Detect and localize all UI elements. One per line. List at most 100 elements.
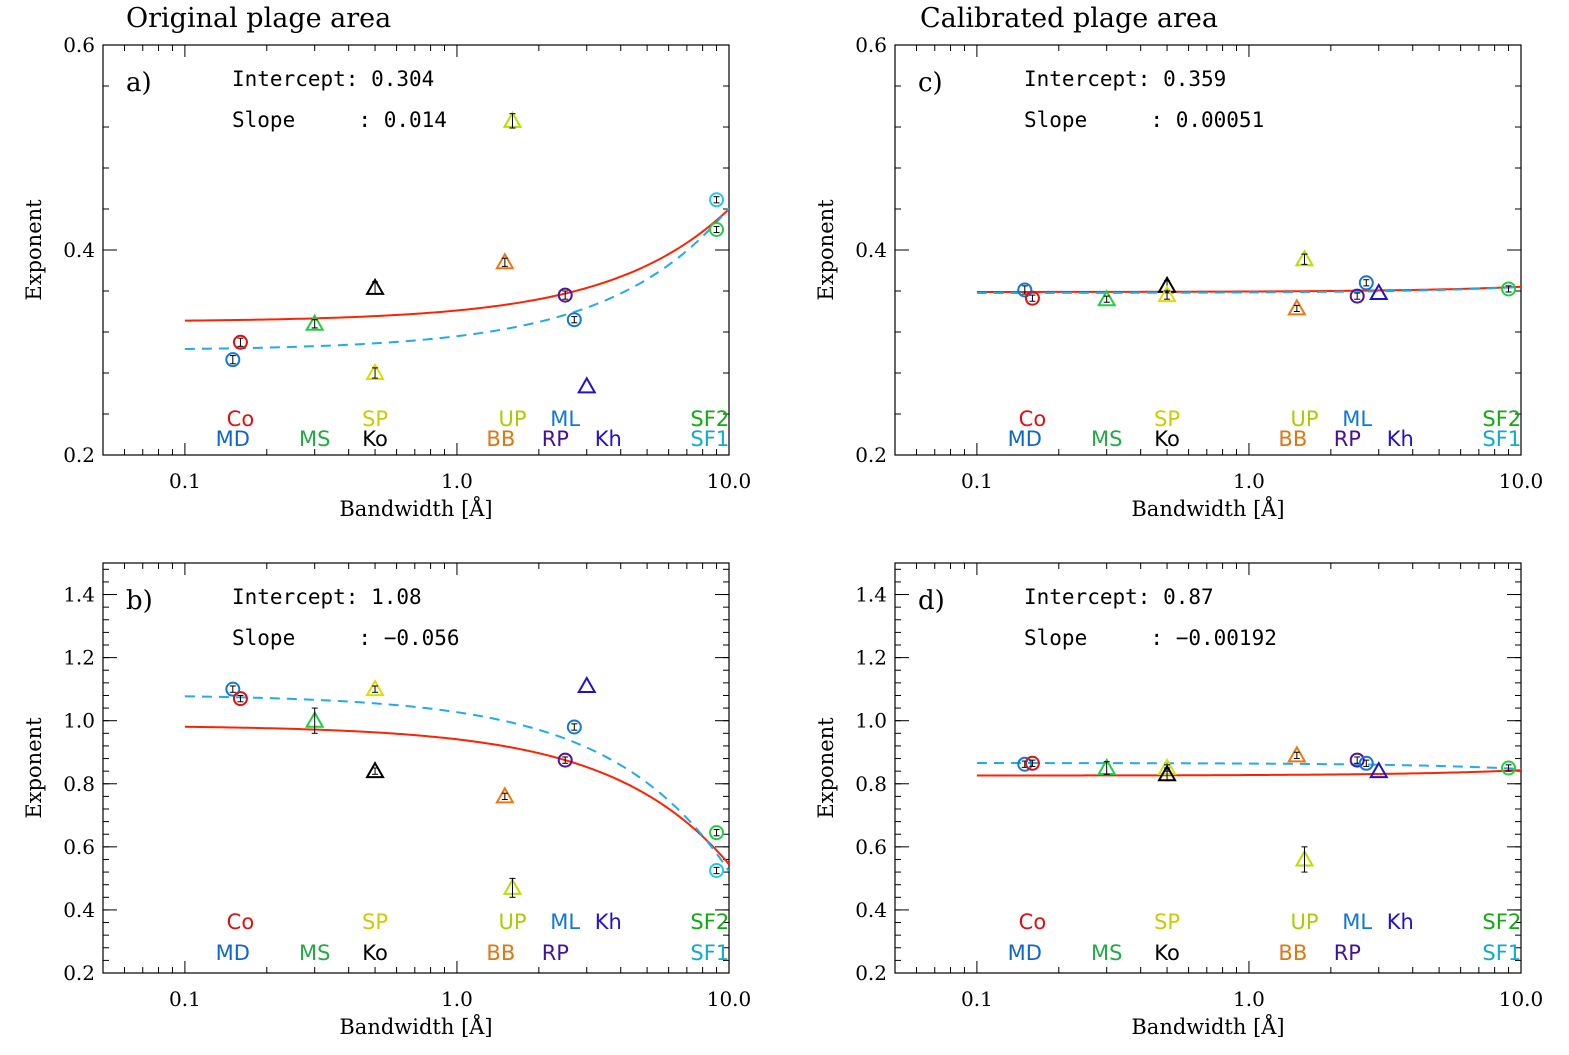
circle-marker	[232, 334, 248, 350]
triangle-marker	[1157, 285, 1177, 303]
circle-marker	[709, 863, 725, 878]
y-tick-label: 1.0	[63, 709, 95, 733]
instrument-label-bb: BB	[486, 427, 515, 451]
data-point-sf2	[709, 222, 725, 237]
instrument-label-sp: SP	[362, 910, 388, 934]
instrument-label-rp: RP	[542, 427, 569, 451]
instrument-label-co: Co	[227, 910, 255, 934]
instrument-label-up: UP	[498, 910, 526, 934]
fit-intercept-text: Intercept: 1.08	[232, 585, 422, 609]
circle-marker	[1024, 290, 1040, 306]
data-point-ko	[365, 277, 385, 295]
circle-marker	[1349, 288, 1365, 304]
y-tick-label: 0.2	[63, 961, 95, 985]
instrument-label-kh: Kh	[1387, 427, 1414, 451]
panel-letter: c)	[918, 68, 943, 98]
data-point-bb	[495, 786, 515, 804]
instrument-label-md: MD	[216, 427, 250, 451]
panel-a: 0.1 1.0 10.0 0.2 0.4 0.6 Bandwidth [Å] Exponent…	[22, 33, 751, 521]
circle-marker	[1024, 755, 1040, 771]
instrument-label-sp: SP	[362, 407, 388, 431]
panel-letter: a)	[126, 68, 152, 98]
instrument-label-bb: BB	[1278, 427, 1307, 451]
circle-marker	[557, 752, 573, 768]
data-point-up	[502, 877, 523, 898]
triangle-marker	[1287, 298, 1307, 316]
circle-marker	[566, 719, 582, 735]
instrument-label-rp: RP	[542, 941, 569, 965]
triangle-marker	[1096, 289, 1117, 307]
circle-marker	[1501, 760, 1517, 776]
instrument-label-ml: ML	[550, 407, 580, 431]
triangle-marker	[1294, 249, 1315, 267]
data-point-sf2	[709, 825, 725, 841]
data-point-up	[502, 110, 523, 129]
triangle-marker	[365, 362, 385, 380]
fit-curve-red	[976, 769, 1521, 777]
data-point-ml	[1358, 275, 1374, 291]
panel-letter: b)	[126, 586, 153, 616]
triangle-marker	[304, 313, 325, 331]
fit-slope-text: Slope : 0.014	[232, 108, 447, 132]
instrument-label-md: MD	[1008, 941, 1042, 965]
instrument-label-sf2: SF2	[690, 910, 729, 934]
y-tick-label: 1.0	[855, 709, 887, 733]
instrument-label-sf2: SF2	[1482, 407, 1521, 431]
y-axis-label: Exponent	[22, 199, 46, 301]
x-tick-label: 0.1	[169, 469, 201, 493]
y-tick-label: 0.6	[63, 835, 95, 859]
triangle-marker	[577, 376, 597, 394]
fit-curve-cyan-dashed	[184, 695, 729, 872]
triangle-marker	[1287, 745, 1307, 763]
data-point-sf1	[709, 863, 725, 878]
instrument-label-ms: MS	[1091, 941, 1122, 965]
instrument-label-sf2: SF2	[1482, 910, 1521, 934]
data-point-rp	[557, 287, 573, 303]
x-tick-label: 1.0	[441, 469, 473, 493]
instrument-label-ko: Ko	[362, 427, 388, 451]
x-tick-label: 10.0	[1499, 469, 1544, 493]
x-tick-label: 1.0	[1233, 987, 1265, 1011]
circle-marker	[709, 192, 725, 208]
data-point-bb	[1287, 745, 1307, 763]
panels: 0.1 1.0 10.0 0.2 0.4 0.6 Bandwidth [Å] Exponent…	[22, 33, 1543, 1039]
fit-slope-text: Slope : 0.00051	[1024, 108, 1264, 132]
fit-curve-red	[184, 208, 729, 322]
triangle-marker	[495, 786, 515, 804]
y-tick-label: 0.8	[855, 772, 887, 796]
instrument-label-kh: Kh	[595, 910, 622, 934]
instrument-label-ko: Ko	[362, 941, 388, 965]
data-point-up	[1294, 249, 1315, 267]
instrument-label-sp: SP	[1154, 407, 1180, 431]
instrument-label-bb: BB	[486, 941, 515, 965]
instrument-label-kh: Kh	[595, 427, 622, 451]
data-point-kh	[1369, 761, 1389, 779]
instrument-label-up: UP	[498, 407, 526, 431]
fit-intercept-text: Intercept: 0.359	[1024, 67, 1226, 91]
y-tick-label: 1.4	[63, 583, 95, 607]
data-point-kh	[577, 376, 597, 394]
data-point-sf1	[709, 192, 725, 208]
data-point-ko	[1157, 275, 1177, 293]
instrument-label-ms: MS	[1091, 427, 1122, 451]
instrument-label-ko: Ko	[1154, 941, 1180, 965]
circle-marker	[1501, 281, 1517, 297]
x-tick-label: 10.0	[707, 469, 752, 493]
plot-frame	[894, 44, 1522, 456]
data-point-md	[1017, 282, 1033, 298]
header-original-plage-area: Original plage area	[126, 3, 391, 34]
data-point-ms	[304, 707, 325, 734]
triangle-marker	[365, 679, 385, 697]
panel-d: 0.1 1.0 10.0 0.2 0.4 0.6 0.8 1.0 1.2 1.4 Bandwidth…	[814, 562, 1543, 1039]
y-tick-label: 0.4	[63, 238, 95, 262]
instrument-label-md: MD	[216, 941, 250, 965]
circle-marker	[1017, 282, 1033, 298]
data-point-kh	[577, 675, 597, 693]
circle-marker	[557, 287, 573, 303]
circle-marker	[1358, 275, 1374, 291]
data-point-md	[225, 352, 241, 368]
y-tick-label: 0.2	[855, 443, 887, 467]
instrument-label-md: MD	[1008, 427, 1042, 451]
y-tick-label: 0.6	[63, 33, 95, 57]
